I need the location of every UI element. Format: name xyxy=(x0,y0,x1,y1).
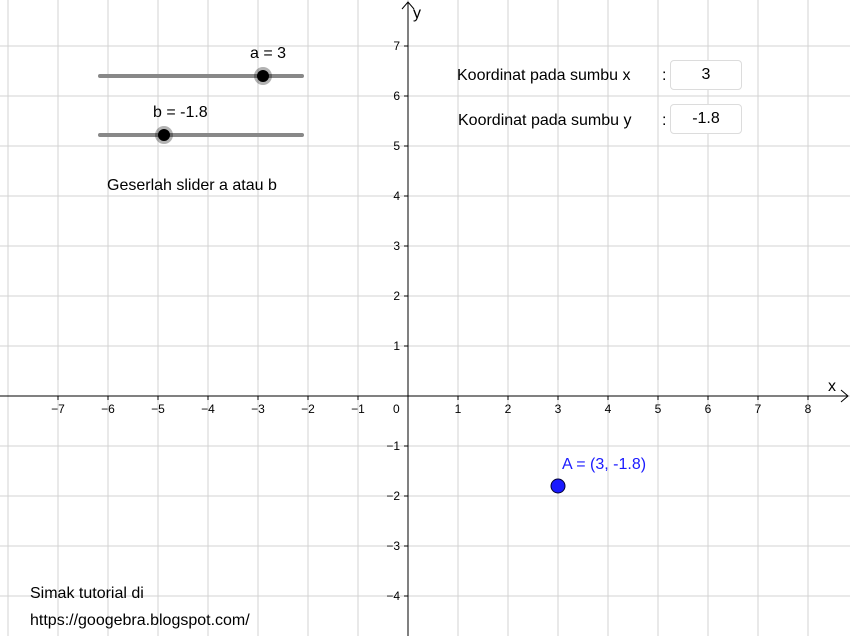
y-tick-label: 1 xyxy=(393,339,400,353)
slider-a-label: a = 3 xyxy=(250,45,287,62)
y-coordinate-input[interactable]: -1.8 xyxy=(670,104,742,134)
x-tick-label: 1 xyxy=(455,402,462,416)
y-axis-arrow xyxy=(401,1,415,10)
x-tick-label: 4 xyxy=(605,402,612,416)
x-tick-label: −6 xyxy=(101,402,115,416)
x-axis-label: x xyxy=(828,378,836,395)
y-coordinate-label: Koordinat pada sumbu y xyxy=(458,112,632,129)
x-tick-label: −1 xyxy=(351,402,365,416)
y-tick-label: 2 xyxy=(393,289,400,303)
y-tick-label: 5 xyxy=(393,139,400,153)
y-coordinate-separator: : xyxy=(662,112,667,129)
x-coordinate-separator: : xyxy=(662,67,667,84)
y-tick-label: −4 xyxy=(386,589,400,603)
y-tick-label: 3 xyxy=(393,239,400,253)
point-a-marker[interactable] xyxy=(550,478,566,494)
x-tick-label: 2 xyxy=(505,402,512,416)
y-tick-label: −1 xyxy=(386,439,400,453)
x-tick-label: −5 xyxy=(151,402,165,416)
tutorial-link[interactable]: https://googebra.blogspot.com/ xyxy=(30,612,250,629)
slider-a-track[interactable] xyxy=(98,74,304,78)
slider-a-handle[interactable] xyxy=(256,70,269,82)
x-tick-label: −2 xyxy=(301,402,315,416)
y-tick-label: −2 xyxy=(386,489,400,503)
point-a-label: A = (3, -1.8) xyxy=(562,456,647,473)
x-tick-label: −7 xyxy=(51,402,65,416)
x-coordinate-input[interactable]: 3 xyxy=(670,60,742,90)
x-tick-label: 5 xyxy=(655,402,662,416)
slider-b-label: b = -1.8 xyxy=(153,104,208,121)
x-tick-label: −3 xyxy=(251,402,265,416)
tick-labels: −7 −6 −5 −4 −3 −2 −1 1 2 3 4 5 6 7 8 7 6 5 4 3 2 1 −1 −2 −3 −4 xyxy=(51,39,812,603)
x-tick-label: 8 xyxy=(805,402,812,416)
y-tick-label: 7 xyxy=(393,39,400,53)
x-tick-label: 7 xyxy=(755,402,762,416)
origin-label: 0 xyxy=(393,402,400,416)
y-tick-label: −3 xyxy=(386,539,400,553)
instruction-text: Geserlah slider a atau b xyxy=(107,177,277,194)
slider-b-track[interactable] xyxy=(98,133,304,137)
slider-b-handle[interactable] xyxy=(157,129,170,141)
x-tick-label: 6 xyxy=(705,402,712,416)
y-axis-label: y xyxy=(413,5,421,22)
x-coordinate-label: Koordinat pada sumbu x xyxy=(457,67,631,84)
y-tick-label: 6 xyxy=(393,89,400,103)
y-tick-label: 4 xyxy=(393,189,400,203)
x-axis-arrow xyxy=(840,389,849,403)
x-tick-label: −4 xyxy=(201,402,215,416)
x-tick-label: 3 xyxy=(555,402,562,416)
tutorial-text: Simak tutorial di xyxy=(30,585,144,602)
